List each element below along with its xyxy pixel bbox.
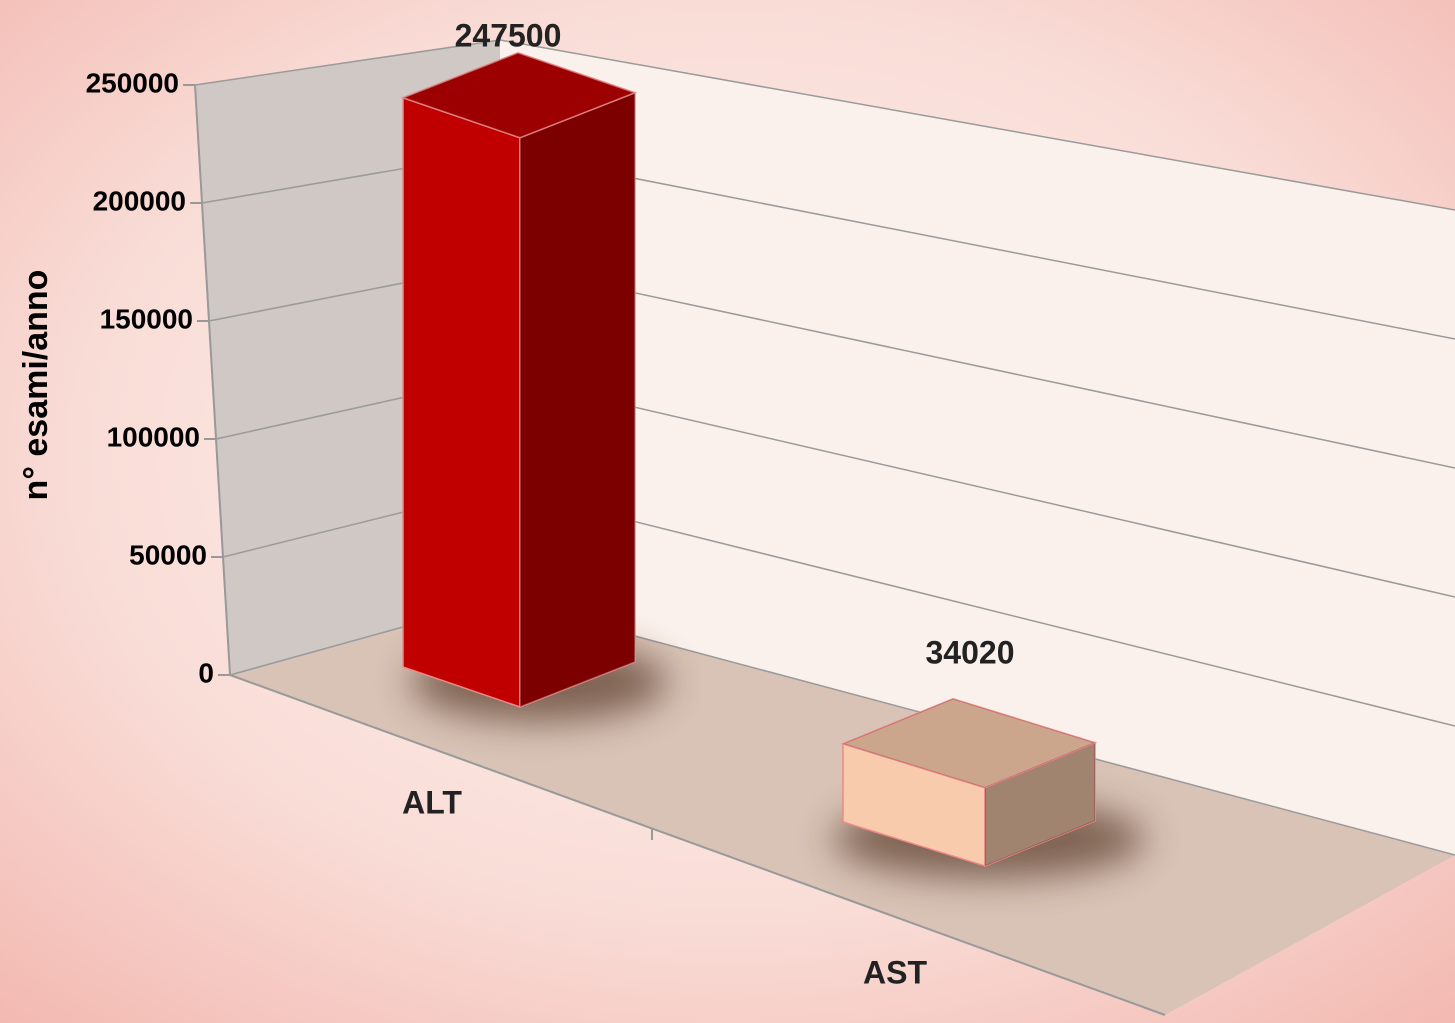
x-axis	[229, 674, 1166, 1016]
back-wall	[500, 40, 1455, 855]
bar-top-shade	[403, 52, 635, 138]
bar-side-shade	[520, 92, 635, 707]
y-tick-label: 0	[198, 657, 214, 688]
bar-side-shade	[985, 742, 1095, 866]
bar-top	[400, 51, 638, 139]
y-tick-label: 100000	[107, 421, 200, 452]
y-axis-label: n° esami/anno	[17, 270, 55, 501]
y-axis	[194, 84, 231, 676]
data-label: 34020	[926, 634, 1015, 670]
y-tick-label: 250000	[86, 67, 179, 98]
x-tick-label: AST	[863, 954, 927, 990]
x-tick-label: ALT	[402, 784, 462, 820]
y-tick-label: 50000	[129, 539, 207, 570]
bar-front	[402, 96, 521, 709]
grid-line	[194, 39, 1455, 211]
y-tick-label: 200000	[93, 185, 186, 216]
bar-top	[840, 697, 1098, 789]
data-label: 247500	[455, 17, 562, 53]
bar-top-shade	[843, 698, 1095, 788]
y-tick-label: 150000	[100, 303, 193, 334]
